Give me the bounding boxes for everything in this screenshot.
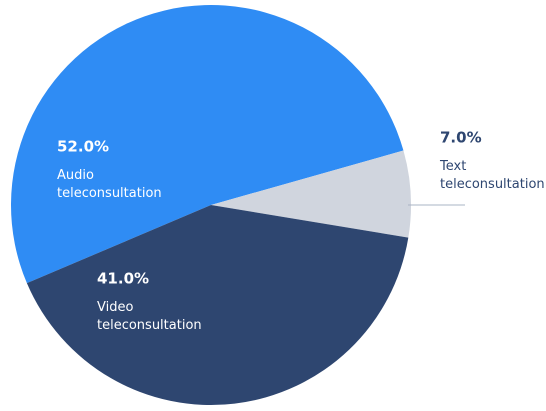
value-label: 41.0% xyxy=(97,270,149,288)
pie-slice xyxy=(26,205,409,405)
category-label: Audio teleconsultation xyxy=(57,168,162,201)
value-label: 7.0% xyxy=(440,129,482,147)
category-label: Video teleconsultation xyxy=(97,300,202,333)
pie-slice xyxy=(211,150,411,238)
value-label: 52.0% xyxy=(57,138,109,156)
pie-slice xyxy=(10,4,404,284)
category-label: Text teleconsultation xyxy=(439,159,545,192)
